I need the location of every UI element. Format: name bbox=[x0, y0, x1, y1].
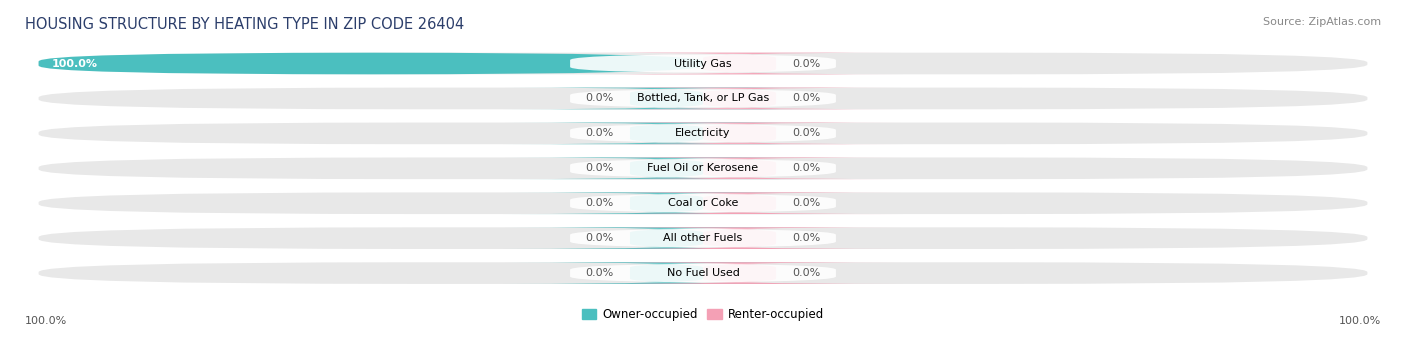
FancyBboxPatch shape bbox=[569, 158, 837, 178]
FancyBboxPatch shape bbox=[503, 192, 830, 214]
FancyBboxPatch shape bbox=[38, 88, 1368, 109]
FancyBboxPatch shape bbox=[576, 227, 903, 249]
Text: Coal or Coke: Coal or Coke bbox=[668, 198, 738, 208]
Text: 0.0%: 0.0% bbox=[792, 58, 820, 68]
Text: Fuel Oil or Kerosene: Fuel Oil or Kerosene bbox=[647, 163, 759, 173]
FancyBboxPatch shape bbox=[503, 227, 830, 249]
FancyBboxPatch shape bbox=[576, 262, 903, 284]
Text: 0.0%: 0.0% bbox=[586, 94, 614, 103]
Text: 0.0%: 0.0% bbox=[586, 233, 614, 243]
FancyBboxPatch shape bbox=[503, 262, 830, 284]
Text: Utility Gas: Utility Gas bbox=[675, 58, 731, 68]
Text: 0.0%: 0.0% bbox=[792, 233, 820, 243]
FancyBboxPatch shape bbox=[38, 53, 1368, 74]
FancyBboxPatch shape bbox=[576, 88, 903, 109]
Text: Source: ZipAtlas.com: Source: ZipAtlas.com bbox=[1263, 17, 1381, 27]
Text: 0.0%: 0.0% bbox=[792, 163, 820, 173]
Text: 0.0%: 0.0% bbox=[792, 198, 820, 208]
FancyBboxPatch shape bbox=[576, 157, 903, 179]
Legend: Owner-occupied, Renter-occupied: Owner-occupied, Renter-occupied bbox=[578, 303, 828, 326]
Text: 100.0%: 100.0% bbox=[52, 58, 98, 68]
FancyBboxPatch shape bbox=[569, 193, 837, 213]
FancyBboxPatch shape bbox=[576, 192, 903, 214]
FancyBboxPatch shape bbox=[569, 228, 837, 248]
Text: HOUSING STRUCTURE BY HEATING TYPE IN ZIP CODE 26404: HOUSING STRUCTURE BY HEATING TYPE IN ZIP… bbox=[25, 17, 464, 32]
Text: 0.0%: 0.0% bbox=[792, 268, 820, 278]
Text: No Fuel Used: No Fuel Used bbox=[666, 268, 740, 278]
FancyBboxPatch shape bbox=[503, 157, 830, 179]
FancyBboxPatch shape bbox=[503, 122, 830, 144]
FancyBboxPatch shape bbox=[38, 122, 1368, 144]
FancyBboxPatch shape bbox=[576, 53, 903, 74]
FancyBboxPatch shape bbox=[38, 157, 1368, 179]
Text: 0.0%: 0.0% bbox=[586, 129, 614, 138]
FancyBboxPatch shape bbox=[503, 88, 830, 109]
Text: 100.0%: 100.0% bbox=[25, 317, 67, 326]
Text: Electricity: Electricity bbox=[675, 129, 731, 138]
FancyBboxPatch shape bbox=[38, 192, 1368, 214]
FancyBboxPatch shape bbox=[569, 89, 837, 108]
FancyBboxPatch shape bbox=[38, 53, 703, 74]
FancyBboxPatch shape bbox=[576, 122, 903, 144]
FancyBboxPatch shape bbox=[569, 54, 837, 73]
Text: 0.0%: 0.0% bbox=[586, 198, 614, 208]
Text: All other Fuels: All other Fuels bbox=[664, 233, 742, 243]
FancyBboxPatch shape bbox=[569, 263, 837, 283]
FancyBboxPatch shape bbox=[38, 227, 1368, 249]
Text: 0.0%: 0.0% bbox=[586, 268, 614, 278]
Text: Bottled, Tank, or LP Gas: Bottled, Tank, or LP Gas bbox=[637, 94, 769, 103]
FancyBboxPatch shape bbox=[569, 123, 837, 143]
Text: 0.0%: 0.0% bbox=[792, 94, 820, 103]
Text: 0.0%: 0.0% bbox=[792, 129, 820, 138]
Text: 0.0%: 0.0% bbox=[586, 163, 614, 173]
FancyBboxPatch shape bbox=[38, 262, 1368, 284]
Text: 100.0%: 100.0% bbox=[1339, 317, 1381, 326]
